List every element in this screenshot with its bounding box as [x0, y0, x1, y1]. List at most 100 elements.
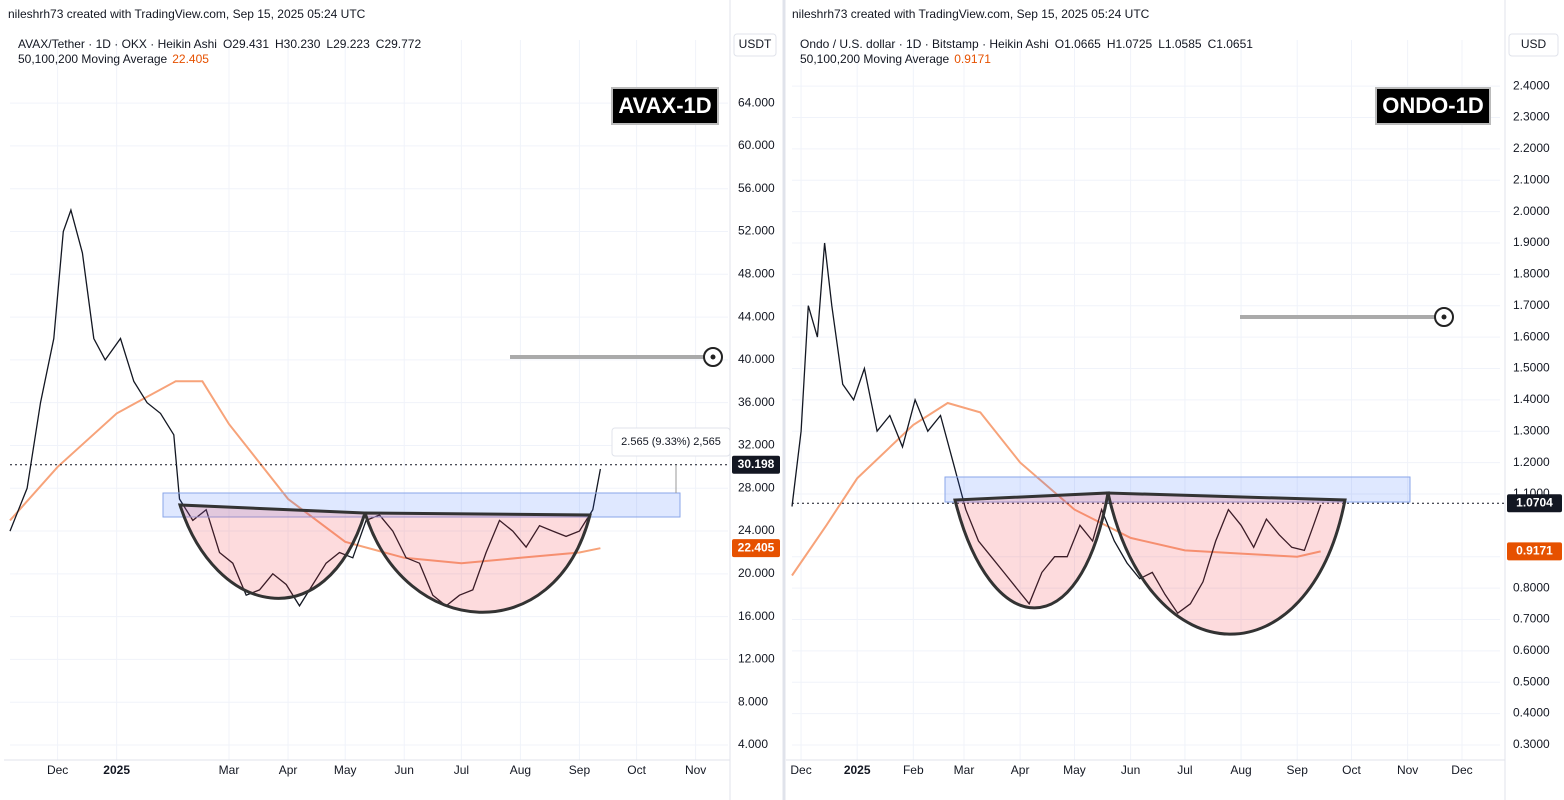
x-tick-label: Sep — [569, 763, 591, 777]
cup-left — [177, 503, 368, 600]
badge-label: ONDO-1D — [1382, 93, 1483, 118]
x-tick-label: Jul — [1177, 763, 1192, 777]
x-tick-label: Jul — [454, 763, 469, 777]
x-tick-label: Apr — [1011, 763, 1030, 777]
title: AVAX/Tether · 1D · OKX · Heikin Ashi — [18, 37, 217, 51]
x-tick-label: Jun — [395, 763, 414, 777]
y-tick-label: 0.4000 — [1513, 706, 1550, 720]
y-tick-label: 2.0000 — [1513, 204, 1550, 218]
y-tick-label: 12.000 — [738, 652, 775, 666]
y-tick-label: 1.2000 — [1513, 455, 1550, 469]
y-tick-label: 2.1000 — [1513, 172, 1550, 186]
y-tick-label: 44.000 — [738, 309, 775, 323]
ma-title: 50,100,200 Moving Average — [18, 52, 168, 66]
y-tick-label: 1.3000 — [1513, 423, 1550, 437]
currency-label: USDT — [739, 37, 772, 51]
header-bg — [786, 0, 1503, 30]
last-price-label: 30.198 — [738, 457, 775, 471]
y-tick-label: 2.3000 — [1513, 110, 1550, 124]
x-tick-label: Apr — [279, 763, 298, 777]
ohlc-label: H30.230 — [275, 37, 321, 51]
price-line — [9, 207, 602, 608]
x-tick-label: Nov — [1397, 763, 1418, 777]
ma-price-label: 22.405 — [738, 540, 775, 554]
price-line — [791, 242, 1322, 615]
cup-right — [1106, 491, 1347, 636]
y-tick-label: 16.000 — [738, 609, 775, 623]
y-tick-label: 32.000 — [738, 438, 775, 452]
x-tick-label: 2025 — [103, 763, 130, 777]
avax-annotations — [162, 347, 731, 614]
attribution: nileshrh73 created with TradingView.com,… — [8, 7, 366, 21]
currency-box — [733, 33, 777, 57]
ma-legend: 50,100,200 Moving Average 22.405 — [18, 52, 209, 66]
badge-box — [1375, 87, 1491, 125]
ma-legend: 50,100,200 Moving Average 0.9171 — [800, 52, 991, 66]
measure-box — [611, 427, 731, 457]
ohlc-label: L29.223 — [326, 37, 370, 51]
x-tick-label: May — [1063, 763, 1086, 777]
y-tick-label: 1.9000 — [1513, 235, 1550, 249]
ma-price-tag — [1507, 542, 1562, 561]
x-tick-label: Feb — [903, 763, 924, 777]
ma-price-tag — [732, 539, 780, 558]
last-price-label: 1.0704 — [1516, 495, 1553, 509]
y-tick-label: 36.000 — [738, 395, 775, 409]
ohlc-label: O1.0665 — [1055, 37, 1101, 51]
ma-value: 0.9171 — [954, 52, 991, 66]
header-bg — [4, 0, 728, 30]
y-tick-label: 8.000 — [738, 694, 768, 708]
x-tick-label: 2025 — [844, 763, 871, 777]
badge-box — [611, 87, 719, 125]
x-tick-label: Dec — [47, 763, 68, 777]
title: Ondo / U.S. dollar · 1D · Bitstamp · Hei… — [800, 37, 1049, 51]
y-tick-label: 64.000 — [738, 95, 775, 109]
last-price-tag — [1507, 494, 1562, 513]
x-tick-label: Jun — [1121, 763, 1140, 777]
target-dot — [1441, 314, 1447, 320]
ohlc-label: L1.0585 — [1158, 37, 1202, 51]
y-tick-label: 0.8000 — [1513, 580, 1550, 594]
x-tick-label: Aug — [1230, 763, 1251, 777]
y-tick-label: 20.000 — [738, 566, 775, 580]
chart-title: AVAX/Tether · 1D · OKX · Heikin Ashi O29.… — [18, 37, 421, 51]
badge-label: AVAX-1D — [618, 93, 711, 118]
currency-label: USD — [1521, 37, 1547, 51]
y-tick-label: 2.4000 — [1513, 78, 1550, 92]
ma-price-label: 0.9171 — [1516, 544, 1553, 558]
y-tick-label: 48.000 — [738, 266, 775, 280]
ma-title: 50,100,200 Moving Average — [800, 52, 950, 66]
y-tick-label: 4.000 — [738, 737, 768, 751]
y-tick-label: 1.4000 — [1513, 392, 1550, 406]
y-tick-label: 0.3000 — [1513, 737, 1550, 751]
x-tick-label: Oct — [627, 763, 646, 777]
x-tick-label: May — [334, 763, 357, 777]
resistance-zone — [944, 476, 1411, 503]
ohlc-label: C1.0651 — [1208, 37, 1254, 51]
measure-label: 2.565 (9.33%) 2,565 — [621, 436, 721, 448]
y-tick-label: 60.000 — [738, 138, 775, 152]
ma-value: 22.405 — [172, 52, 209, 66]
y-tick-label: 1.7000 — [1513, 298, 1550, 312]
ondo-annotations — [944, 307, 1454, 636]
x-tick-label: Oct — [1342, 763, 1361, 777]
last-price-tag — [732, 455, 780, 474]
y-tick-label: 0.5000 — [1513, 674, 1550, 688]
y-tick-label: 24.000 — [738, 523, 775, 537]
y-tick-label: 1.6000 — [1513, 329, 1550, 343]
ondo-panel: 0.30000.40000.50000.60000.70000.80000.90… — [786, 0, 1562, 800]
cup-left — [953, 491, 1110, 610]
y-tick-label: 0.6000 — [1513, 643, 1550, 657]
y-tick-label: 0.7000 — [1513, 612, 1550, 626]
y-tick-label: 1.8000 — [1513, 267, 1550, 281]
x-tick-label: Aug — [510, 763, 531, 777]
moving-average-line — [9, 380, 601, 565]
y-tick-label: 56.000 — [738, 181, 775, 195]
x-tick-label: Mar — [954, 763, 975, 777]
x-tick-label: Nov — [685, 763, 706, 777]
cup-right — [362, 511, 592, 614]
moving-average-line — [791, 401, 1321, 577]
x-tick-label: Dec — [790, 763, 811, 777]
